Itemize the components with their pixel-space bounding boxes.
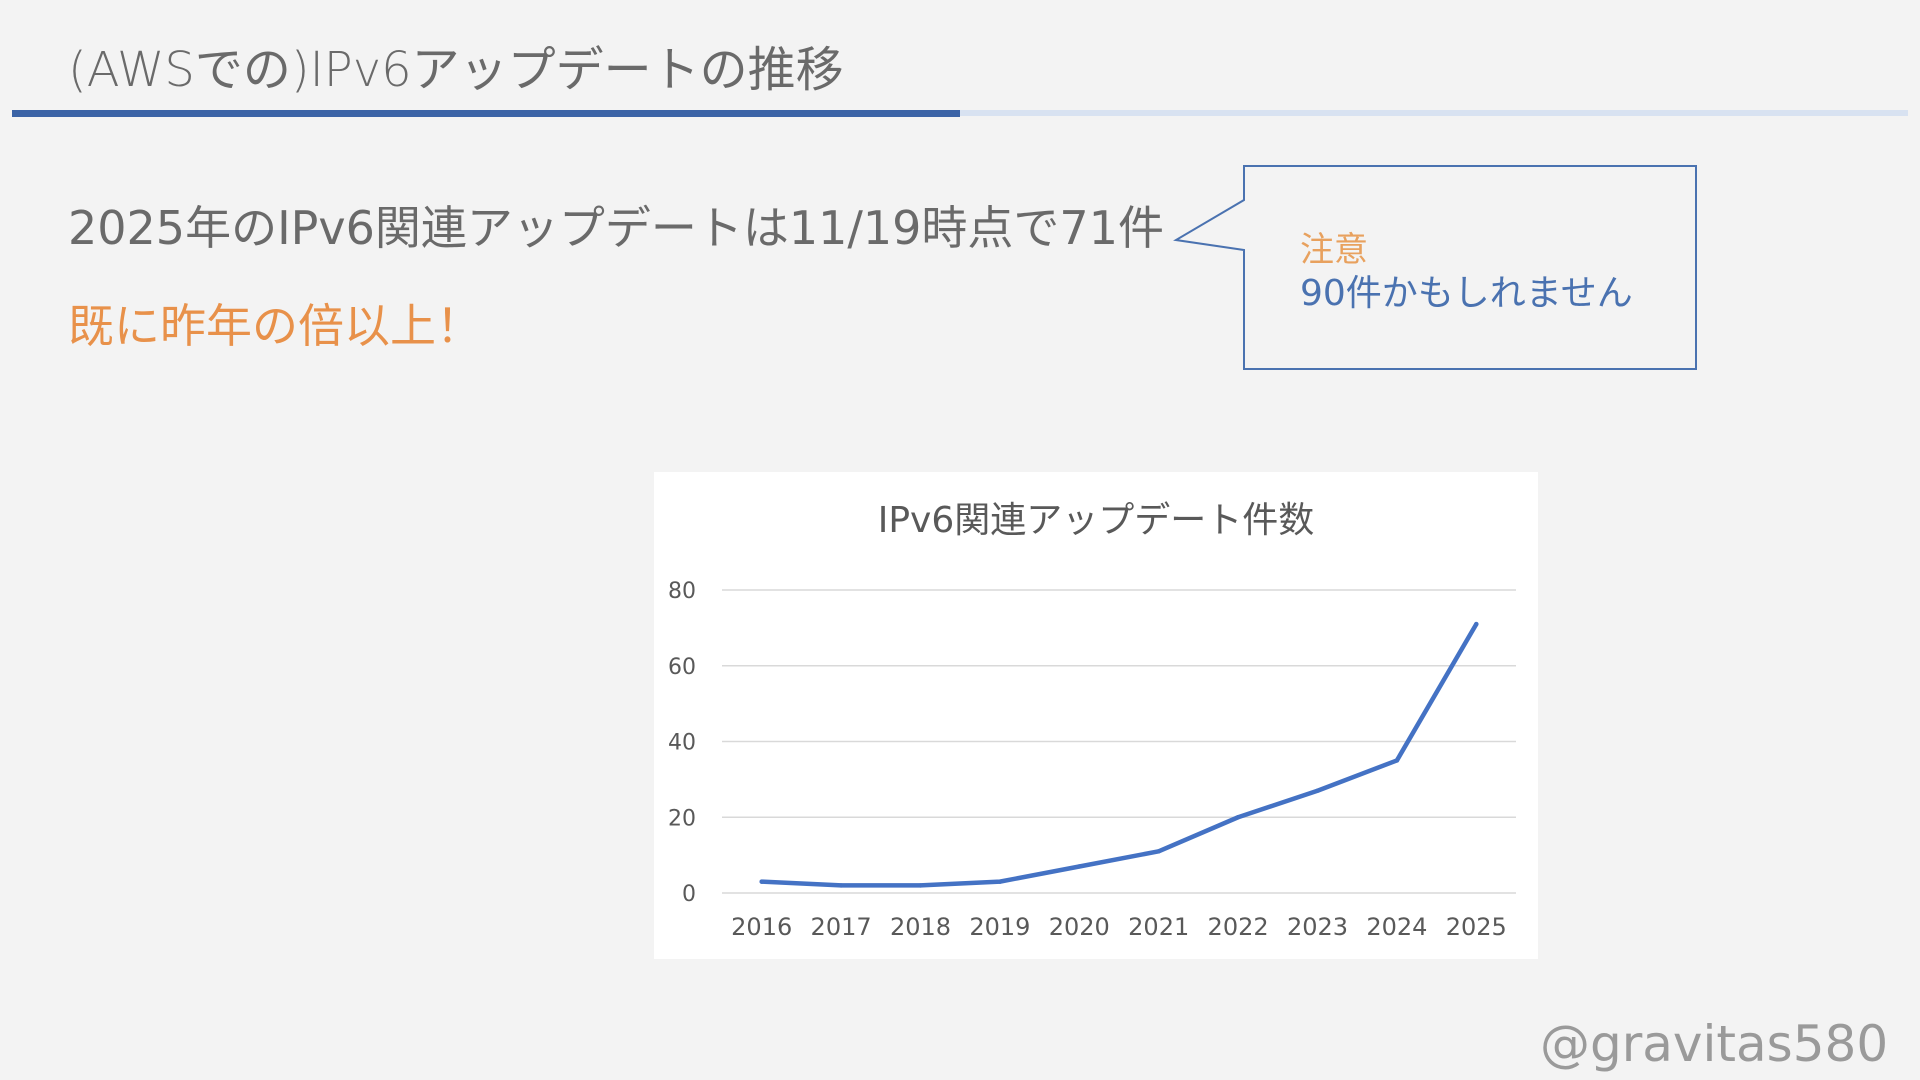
data-point (1077, 864, 1082, 869)
y-tick-label: 40 (668, 731, 696, 756)
data-point (997, 879, 1003, 884)
data-point (1474, 621, 1479, 627)
data-point (918, 883, 923, 888)
chart-series (759, 621, 1479, 888)
callout-body: 90件かもしれません (1300, 273, 1633, 314)
data-point (1156, 849, 1161, 854)
callout-shape (1173, 165, 1697, 370)
title-underline-track (12, 110, 1908, 116)
x-tick-label: 2024 (1366, 913, 1427, 941)
x-tick-label: 2025 (1446, 913, 1507, 941)
data-point (1315, 788, 1320, 793)
series-line (759, 621, 1479, 888)
y-tick-label: 80 (668, 579, 696, 604)
x-tick-label: 2017 (811, 913, 872, 941)
y-tick-label: 20 (668, 806, 696, 831)
data-point (759, 879, 764, 884)
headline: 2025年のIPv6関連アップデートは11/19時点で71件 (68, 201, 1164, 255)
highlight-text: 既に昨年の倍以上！ (68, 299, 482, 353)
callout-box: 注意 90件かもしれません (1170, 160, 1710, 380)
chart-gridlines (722, 589, 1516, 894)
chart-title: IPv6関連アップデート件数 (878, 500, 1315, 541)
x-tick-label: 2022 (1208, 913, 1269, 941)
x-tick-label: 2023 (1287, 913, 1348, 941)
x-tick-label: 2021 (1128, 913, 1189, 941)
y-tick-label: 60 (668, 655, 696, 680)
x-tick-label: 2016 (731, 913, 792, 941)
slide-title: (AWSでの)IPv6アップデートの推移 (68, 42, 844, 98)
y-axis-tick-labels: 0 20 40 60 80 (668, 579, 696, 907)
y-tick-label: 0 (682, 882, 696, 907)
x-tick-label: 2020 (1049, 913, 1110, 941)
data-point (1394, 758, 1400, 763)
x-axis-tick-labels: 2016 2017 2018 2019 2020 2021 2022 2023 2024 2025 (731, 913, 1507, 941)
title-underline-accent (12, 110, 960, 117)
data-point (1235, 815, 1241, 820)
data-point (838, 883, 844, 888)
chart-panel: IPv6関連アップデート件数 0 20 40 60 80 2016 2017 2018 201… (654, 472, 1538, 959)
callout-label: 注意 (1300, 230, 1368, 270)
author-handle: @gravitas580 (1540, 1015, 1889, 1073)
x-tick-label: 2019 (969, 913, 1030, 941)
x-tick-label: 2018 (890, 913, 951, 941)
